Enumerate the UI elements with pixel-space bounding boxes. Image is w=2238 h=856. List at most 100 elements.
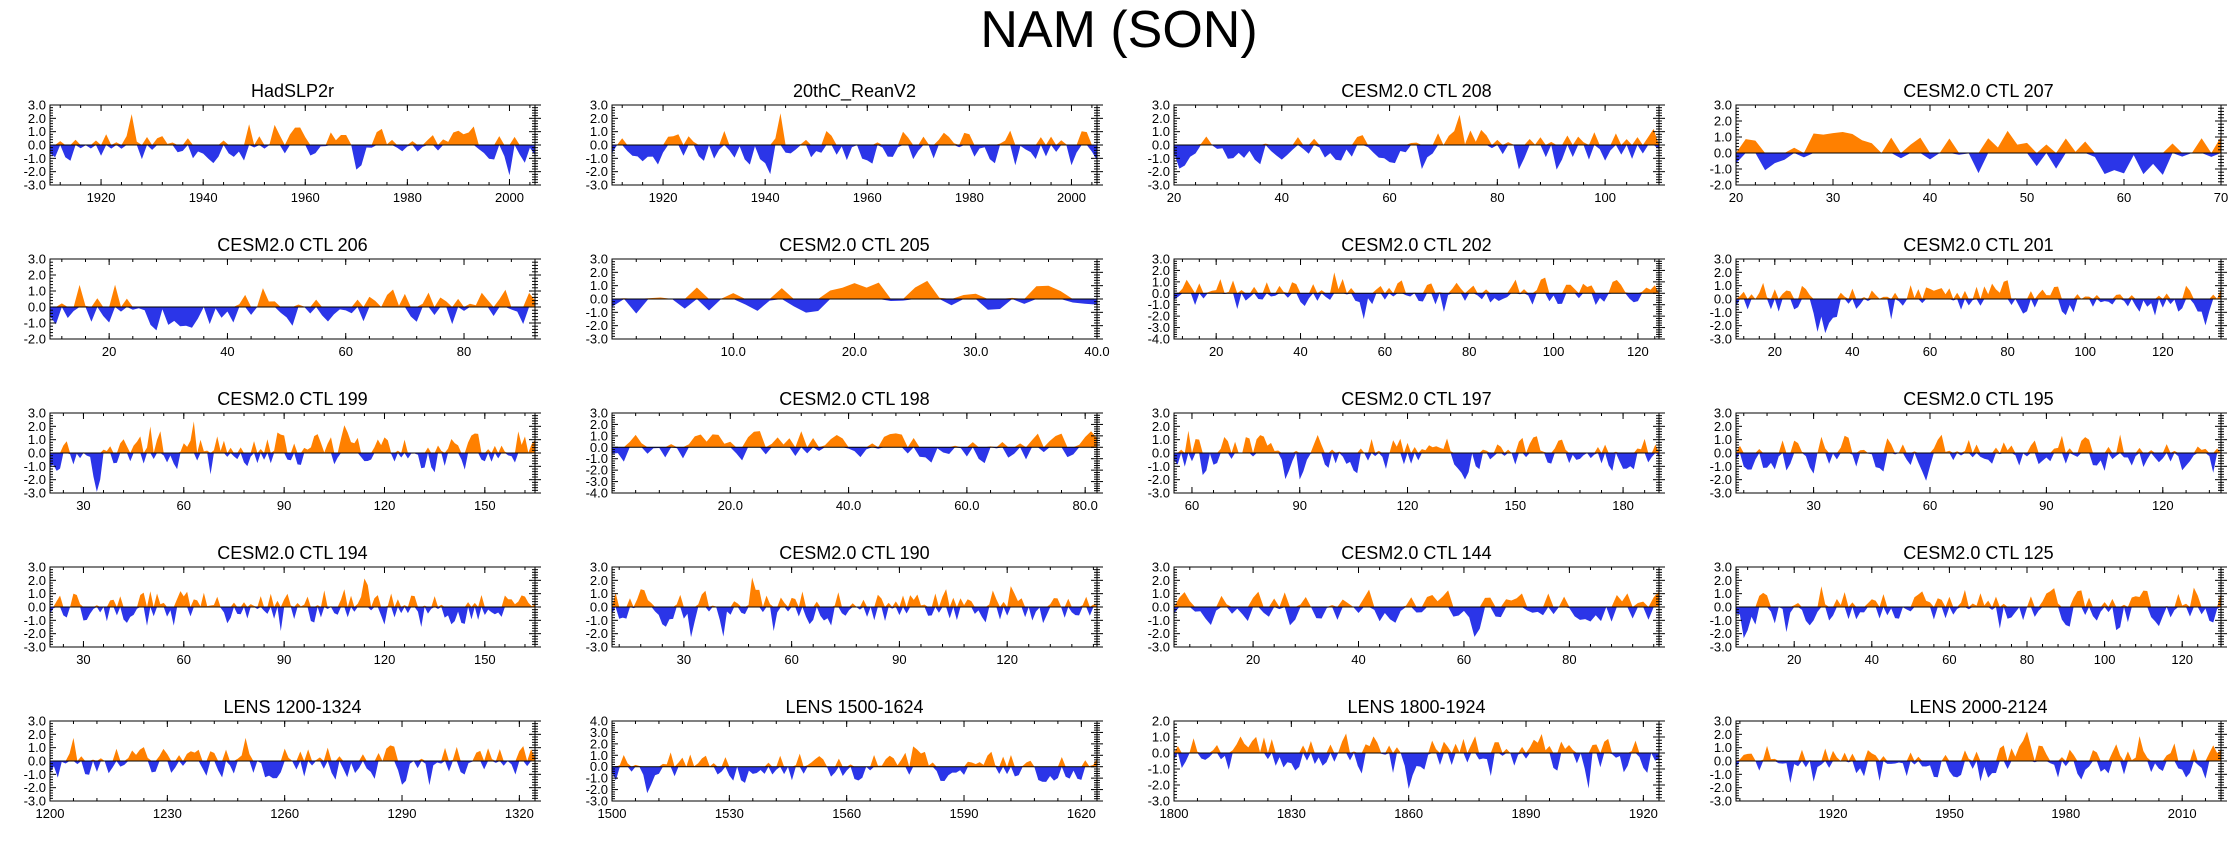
x-tick-label: 80.0 <box>1073 498 1098 513</box>
y-tick-label: 1.0 <box>1152 274 1170 289</box>
y-tick-label: 3.0 <box>1714 252 1732 267</box>
x-tick-label: 2000 <box>495 190 524 205</box>
x-tick-label: 30 <box>76 652 90 667</box>
x-tick-label: 1320 <box>505 806 534 821</box>
y-tick-label: -2.0 <box>586 782 608 797</box>
y-tick-label: -2.0 <box>24 626 46 641</box>
x-tick-label: 80 <box>1490 190 1504 205</box>
y-tick-label: -1.0 <box>1148 151 1170 166</box>
y-tick-label: 3.0 <box>28 406 46 421</box>
positive-area <box>1174 272 1659 294</box>
y-tick-label: 0.0 <box>1714 146 1732 161</box>
positive-area <box>1736 434 2221 453</box>
y-tick-label: 2.0 <box>1152 263 1170 278</box>
y-tick-label: 2.0 <box>1152 714 1170 729</box>
y-tick-label: -1.0 <box>586 613 608 628</box>
x-tick-label: 120 <box>374 498 396 513</box>
x-tick-label: 40 <box>1923 190 1937 205</box>
y-tick-label: -3.0 <box>586 474 608 489</box>
y-tick-label: 1.0 <box>28 284 46 299</box>
chart-panel: CESM2.0 CTL 190 3.0 2.0 1.0 0.0 -1.0 -2.0 -3.0 3… <box>567 537 1107 677</box>
x-tick-label: 120 <box>2171 652 2193 667</box>
y-tick-label: -3.0 <box>586 332 608 347</box>
y-tick-label: -2.0 <box>1148 778 1170 793</box>
x-tick-label: 1960 <box>853 190 882 205</box>
x-tick-label: 60 <box>1378 344 1392 359</box>
negative-area <box>1736 761 2221 783</box>
y-tick-label: 2.0 <box>590 573 608 588</box>
positive-area <box>50 578 535 607</box>
y-tick-label: 0.0 <box>590 138 608 153</box>
y-tick-label: -1.0 <box>24 316 46 331</box>
panel-title: 20thC_ReanV2 <box>793 81 916 102</box>
y-tick-label: -3.0 <box>1148 320 1170 335</box>
x-tick-label: 100 <box>1594 190 1616 205</box>
negative-area <box>612 299 1097 314</box>
chart-panel: 20thC_ReanV2 3.0 2.0 1.0 0.0 -1.0 -2.0 -3.0 1920… <box>567 75 1107 215</box>
y-tick-label: -3.0 <box>1710 794 1732 809</box>
chart-panel: CESM2.0 CTL 195 3.0 2.0 1.0 0.0 -1.0 -2.0 -3.0 3… <box>1691 383 2231 523</box>
y-tick-label: 1.0 <box>1152 432 1170 447</box>
y-tick-label: 2.0 <box>28 111 46 126</box>
y-tick-label: 0.0 <box>1152 446 1170 461</box>
x-tick-label: 1590 <box>950 806 979 821</box>
negative-area <box>50 453 535 492</box>
panel-title: CESM2.0 CTL 205 <box>779 235 929 255</box>
y-tick-label: 2.0 <box>28 727 46 742</box>
y-tick-label: -2.0 <box>1148 472 1170 487</box>
negative-area <box>1174 453 1659 480</box>
y-tick-label: 2.0 <box>28 268 46 283</box>
panel-title: CESM2.0 CTL 194 <box>217 543 367 563</box>
x-tick-label: 30.0 <box>963 344 988 359</box>
positive-area <box>612 431 1097 448</box>
panel-title: CESM2.0 CTL 125 <box>1903 543 2053 563</box>
x-tick-label: 1940 <box>751 190 780 205</box>
negative-area <box>1174 753 1659 789</box>
x-tick-label: 180 <box>1612 498 1634 513</box>
x-tick-label: 60 <box>1457 652 1471 667</box>
x-tick-label: 60 <box>1382 190 1396 205</box>
y-tick-label: -2.0 <box>24 332 46 347</box>
x-tick-label: 150 <box>1504 498 1526 513</box>
x-tick-label: 1200 <box>36 806 65 821</box>
y-tick-label: -2.0 <box>24 164 46 179</box>
y-tick-label: 2.0 <box>1152 419 1170 434</box>
y-tick-label: 2.0 <box>28 573 46 588</box>
chart-panel: CESM2.0 CTL 207 3.0 2.0 1.0 0.0 -1.0 -2.0 20 30 4… <box>1691 75 2231 215</box>
y-tick-label: 0.0 <box>590 759 608 774</box>
chart-panel: CESM2.0 CTL 125 3.0 2.0 1.0 0.0 -1.0 -2.0 -3.0 2… <box>1691 537 2231 677</box>
y-tick-label: 0.0 <box>28 446 46 461</box>
y-tick-label: -3.0 <box>1148 178 1170 193</box>
y-tick-label: 1.0 <box>590 586 608 601</box>
y-tick-label: 1.0 <box>1714 432 1732 447</box>
y-tick-label: 0.0 <box>590 292 608 307</box>
y-tick-label: -3.0 <box>1148 794 1170 809</box>
y-tick-label: 1.0 <box>1714 740 1732 755</box>
y-tick-label: 0.0 <box>1714 754 1732 769</box>
positive-area <box>1736 280 2221 299</box>
chart-svg: CESM2.0 CTL 207 3.02.01.00.0-1.0-2.020 30 4… <box>1710 81 2229 205</box>
y-tick-label: -1.0 <box>1710 162 1732 177</box>
y-tick-label: 1.0 <box>1152 586 1170 601</box>
chart-svg: CESM2.0 CTL 144 3.02.01.00.0-1.0-2.0-3.0 2… <box>1148 543 1665 667</box>
chart-panel: CESM2.0 CTL 199 3.0 2.0 1.0 0.0 -1.0 -2.0 -3.0 3… <box>5 383 545 523</box>
x-tick-label: 40 <box>1275 190 1289 205</box>
y-tick-label: 3.0 <box>28 252 46 267</box>
negative-area <box>50 307 535 331</box>
y-tick-label: 3.0 <box>590 406 608 421</box>
chart-panel: LENS 1200-1324 3.0 2.0 1.0 0.0 -1.0 -2.0 -3.0 12… <box>5 691 545 831</box>
x-tick-label: 20 <box>1209 344 1223 359</box>
y-tick-label: 1.0 <box>1714 130 1732 145</box>
x-tick-label: 2000 <box>1057 190 1086 205</box>
y-tick-label: -1.0 <box>1148 613 1170 628</box>
positive-area <box>612 280 1097 299</box>
y-tick-label: 3.0 <box>1152 560 1170 575</box>
x-tick-label: 100 <box>2094 652 2116 667</box>
chart-svg: CESM2.0 CTL 199 3.02.01.00.0-1.0-2.0-3.0 3… <box>24 389 541 513</box>
y-tick-label: 3.0 <box>28 714 46 729</box>
x-tick-label: 40 <box>1845 344 1859 359</box>
x-tick-label: 40.0 <box>836 498 861 513</box>
x-tick-label: 10.0 <box>721 344 746 359</box>
x-tick-label: 20 <box>1246 652 1260 667</box>
